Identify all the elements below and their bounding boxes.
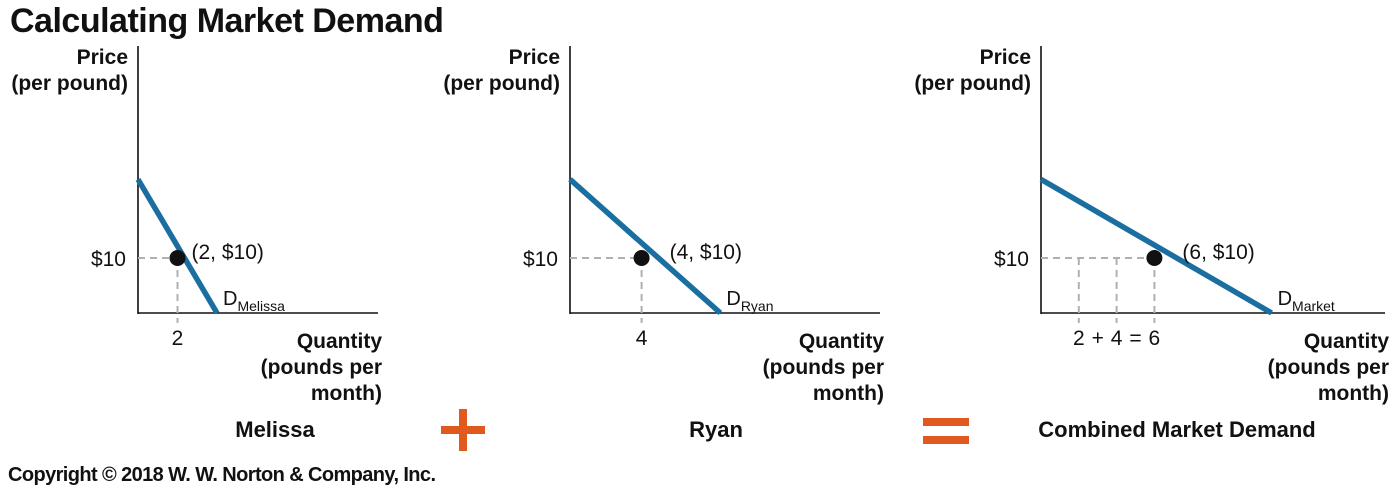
copyright-notice: Copyright © 2018 W. W. Norton & Company,… bbox=[8, 464, 436, 486]
x-tick-label: = bbox=[1129, 327, 1141, 350]
page-title: Calculating Market Demand bbox=[10, 2, 444, 40]
curve-label: DMarket bbox=[1278, 288, 1335, 314]
data-point bbox=[169, 250, 186, 266]
panel-label: Ryan bbox=[689, 417, 743, 442]
chart-panel-1: Price (per pound) Quantity (pounds per month… bbox=[11, 46, 382, 442]
y-axis-label-line: Price bbox=[77, 46, 128, 69]
y-axis-label-line: (per pound) bbox=[443, 72, 560, 95]
x-axis-label-line: (pounds per bbox=[261, 356, 382, 379]
y-axis-label-line: Price bbox=[509, 46, 560, 69]
y-tick-label: $10 bbox=[91, 248, 126, 271]
y-axis-label-line: (per pound) bbox=[11, 72, 128, 95]
curve-label: DRyan bbox=[726, 288, 773, 314]
x-tick-label: 2 bbox=[1073, 327, 1085, 350]
x-tick-label: 4 bbox=[1111, 327, 1123, 350]
x-tick-label: 2 bbox=[172, 327, 184, 350]
demand-curve bbox=[568, 177, 723, 316]
y-tick-label: $10 bbox=[994, 248, 1029, 271]
chart-panel-2: Price (per pound) Quantity (pounds per month… bbox=[443, 46, 884, 442]
demand-curve bbox=[135, 177, 220, 315]
x-axis-label-line: month) bbox=[813, 382, 884, 405]
chart-panel-3: Price (per pound) Quantity (pounds per month… bbox=[914, 46, 1389, 442]
panel-label: Combined Market Demand bbox=[1038, 417, 1316, 442]
point-label: (6, $10) bbox=[1182, 241, 1254, 264]
panel-label: Melissa bbox=[235, 417, 315, 442]
x-axis-label-line: month) bbox=[311, 382, 382, 405]
curve-label: DMelissa bbox=[223, 288, 285, 314]
y-axis-label-line: Price bbox=[980, 46, 1031, 69]
data-point bbox=[1146, 250, 1163, 266]
x-axis-label-line: month) bbox=[1318, 382, 1389, 405]
x-axis-label-line: (pounds per bbox=[1268, 356, 1389, 379]
x-axis-label-line: Quantity bbox=[799, 330, 884, 353]
data-point bbox=[633, 250, 650, 266]
y-axis-label-line: (per pound) bbox=[914, 72, 1031, 95]
equals-operator-top bbox=[923, 418, 969, 426]
equals-operator-bottom bbox=[923, 436, 969, 444]
x-tick-label: 4 bbox=[636, 327, 648, 350]
point-label: (4, $10) bbox=[670, 241, 742, 264]
point-label: (2, $10) bbox=[192, 241, 264, 264]
x-axis-label-line: Quantity bbox=[297, 330, 382, 353]
plus-operator-vertical bbox=[459, 409, 467, 451]
demand-curve bbox=[1039, 176, 1273, 316]
x-axis-label-line: Quantity bbox=[1304, 330, 1389, 353]
x-tick-label: 6 bbox=[1149, 327, 1161, 350]
x-tick-label: + bbox=[1092, 327, 1104, 350]
y-tick-label: $10 bbox=[523, 248, 558, 271]
x-axis-label-line: (pounds per bbox=[763, 356, 884, 379]
